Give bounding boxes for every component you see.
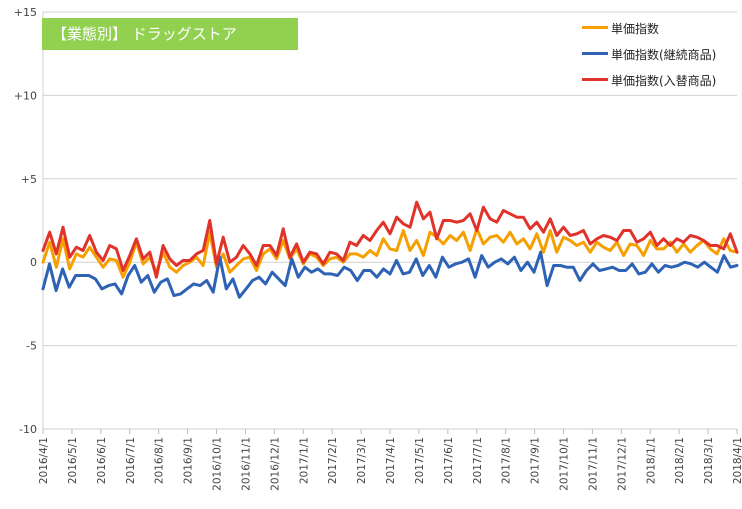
series-lines (41, 200, 739, 299)
x-tick-label: 2017/11/1 (587, 437, 599, 491)
x-tick-label: 2018/3/1 (703, 437, 715, 484)
x-tick-label: 2017/5/1 (414, 437, 426, 484)
x-tick-label: 2017/7/1 (472, 437, 484, 484)
x-tick-label: 2017/1/1 (298, 437, 310, 484)
x-tick-label: 2016/11/1 (240, 437, 252, 491)
legend: 単価指数 単価指数(継続商品) 単価指数(入替商品) (580, 16, 740, 94)
x-tick-label: 2017/4/1 (385, 437, 397, 484)
y-tick-label: -10 (19, 423, 37, 436)
legend-item: 単価指数(継続商品) (580, 42, 740, 68)
x-tick-label: 2016/10/1 (212, 437, 224, 491)
legend-label: 単価指数 (611, 22, 660, 36)
series-line (41, 250, 739, 299)
x-tick-label: 2016/4/1 (38, 437, 50, 484)
legend-item: 単価指数(入替商品) (580, 68, 740, 94)
x-tick-label: 2017/8/1 (501, 437, 513, 484)
x-tick-label: 2017/2/1 (327, 437, 339, 484)
x-tick-label: 2017/6/1 (443, 437, 455, 484)
x-tick-label: 2018/4/1 (732, 437, 742, 484)
legend-swatch (582, 78, 608, 81)
x-tick-label: 2017/3/1 (356, 437, 368, 484)
y-tick-label: +5 (21, 173, 37, 186)
x-tick-label: 2017/12/1 (616, 437, 628, 491)
legend-item: 単価指数 (580, 16, 740, 42)
series-line (41, 200, 739, 279)
x-tick-label: 2016/9/1 (183, 437, 195, 484)
legend-swatch (582, 26, 608, 29)
x-tick-label: 2016/6/1 (96, 437, 108, 484)
legend-swatch (582, 52, 608, 55)
x-tick-label: 2017/10/1 (559, 437, 571, 491)
x-tick-label: 2016/12/1 (269, 437, 281, 491)
y-axis: +15 +10 +5 0 -5 -10 (14, 6, 37, 436)
y-tick-label: 0 (30, 256, 37, 269)
x-tick-label: 2017/9/1 (530, 437, 542, 484)
legend-label: 単価指数(入替商品) (611, 74, 717, 88)
x-axis: 2016/4/1 2016/5/1 2016/6/1 2016/7/1 2016/8/1… (38, 429, 742, 491)
y-tick-label: -5 (26, 340, 37, 353)
x-tick-label: 2016/7/1 (125, 437, 137, 484)
x-tick-label: 2016/8/1 (154, 437, 166, 484)
x-tick-label: 2016/5/1 (67, 437, 79, 484)
legend-label: 単価指数(継続商品) (611, 48, 717, 62)
y-tick-label: +15 (14, 6, 37, 19)
chart-title: 【業態別】 ドラッグストア (42, 18, 298, 50)
x-tick-label: 2018/2/1 (674, 437, 686, 484)
y-tick-label: +10 (14, 89, 37, 102)
x-tick-label: 2018/1/1 (645, 437, 657, 484)
